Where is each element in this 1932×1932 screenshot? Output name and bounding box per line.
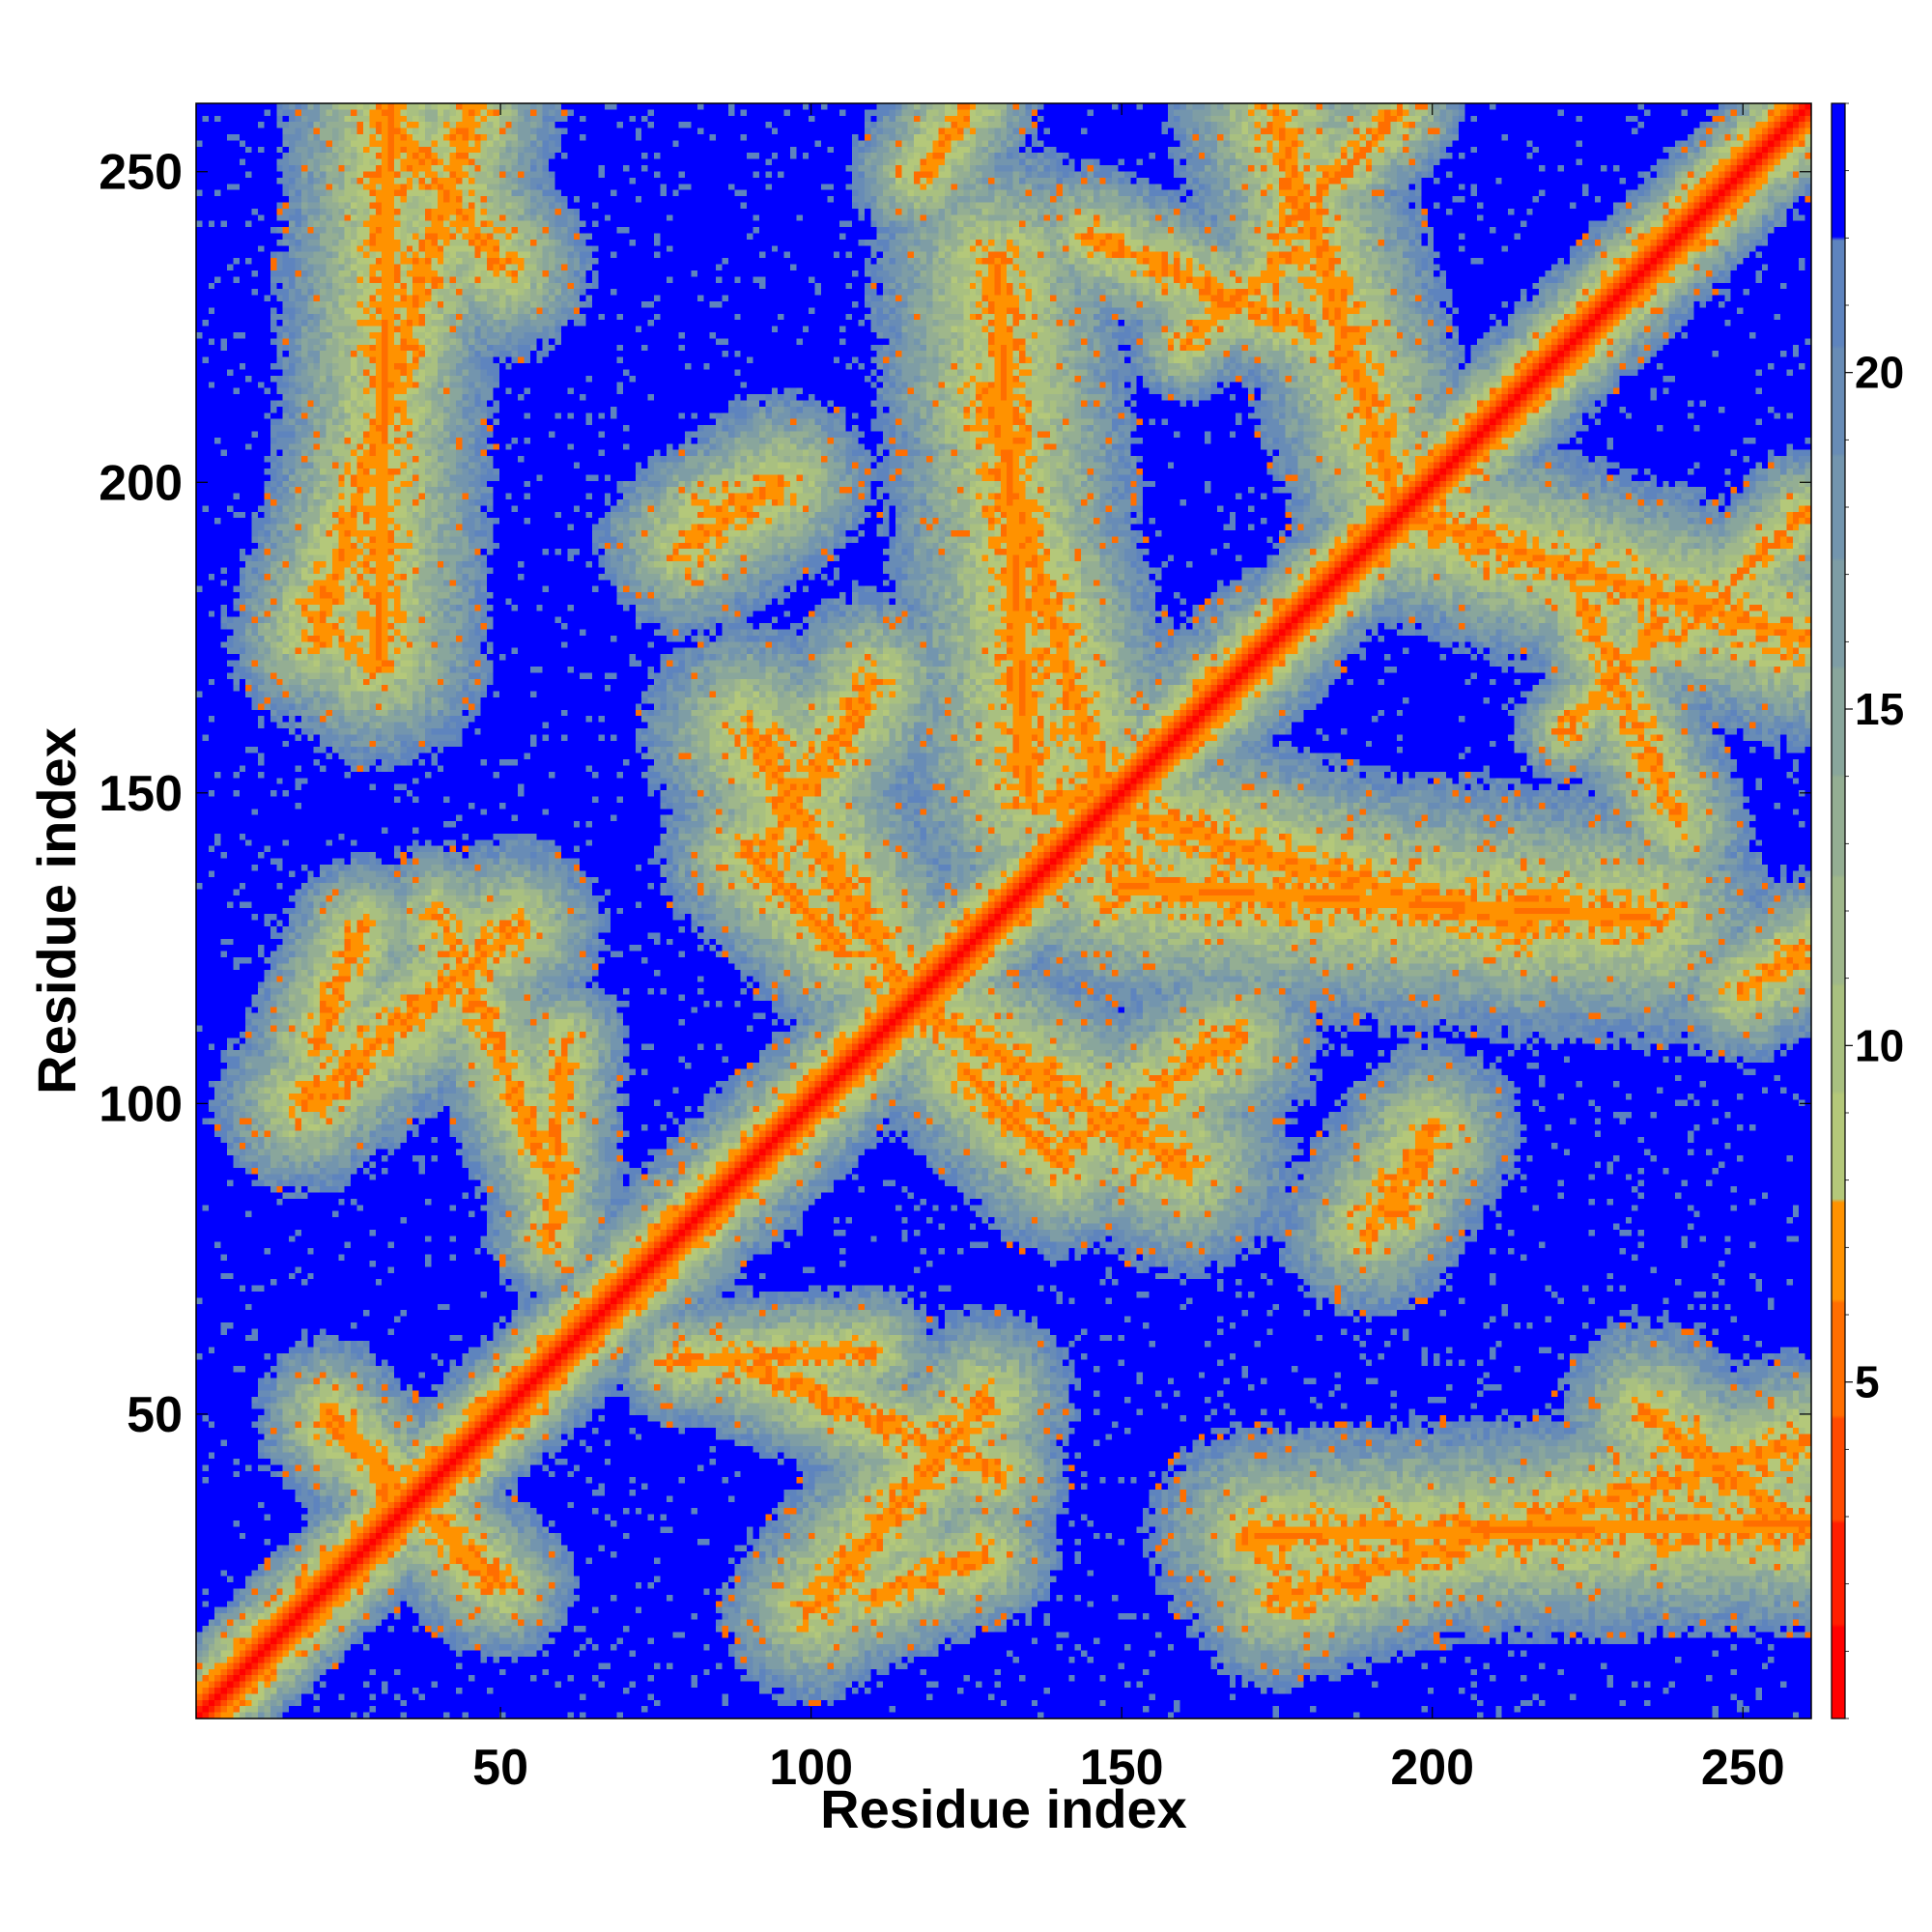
y-axis-ticks: 50 100 150 200 250	[99, 145, 1811, 1443]
colorbar-tick-label: 20	[1855, 348, 1904, 398]
y-tick-label: 200	[99, 455, 183, 511]
colorbar-frame	[1831, 102, 1846, 1719]
x-axis-title: Residue index	[820, 1778, 1187, 1839]
x-tick-label: 250	[1701, 1740, 1785, 1796]
y-axis-title: Residue index	[26, 727, 87, 1094]
y-tick-label: 50	[127, 1387, 183, 1443]
x-tick-label: 100	[769, 1740, 853, 1796]
heatmap-plot-area	[196, 103, 1811, 1719]
y-tick-label: 100	[99, 1076, 183, 1132]
colorbar-ticks: 5 10 15 20	[1845, 102, 1904, 1719]
x-tick-label: 150	[1080, 1740, 1164, 1796]
colorbar-tick-label: 10	[1855, 1020, 1904, 1070]
x-tick-label: 200	[1390, 1740, 1474, 1796]
colorbar-tick-label: 5	[1855, 1357, 1880, 1407]
plot-frame	[195, 102, 1812, 1719]
y-tick-label: 250	[99, 145, 183, 201]
colorbar-tick-label: 15	[1855, 684, 1904, 734]
x-tick-label: 50	[472, 1740, 528, 1796]
y-tick-label: 150	[99, 766, 183, 822]
colorbar	[1832, 103, 1845, 1719]
x-axis-ticks: 50 100 150 200 250	[472, 103, 1785, 1796]
